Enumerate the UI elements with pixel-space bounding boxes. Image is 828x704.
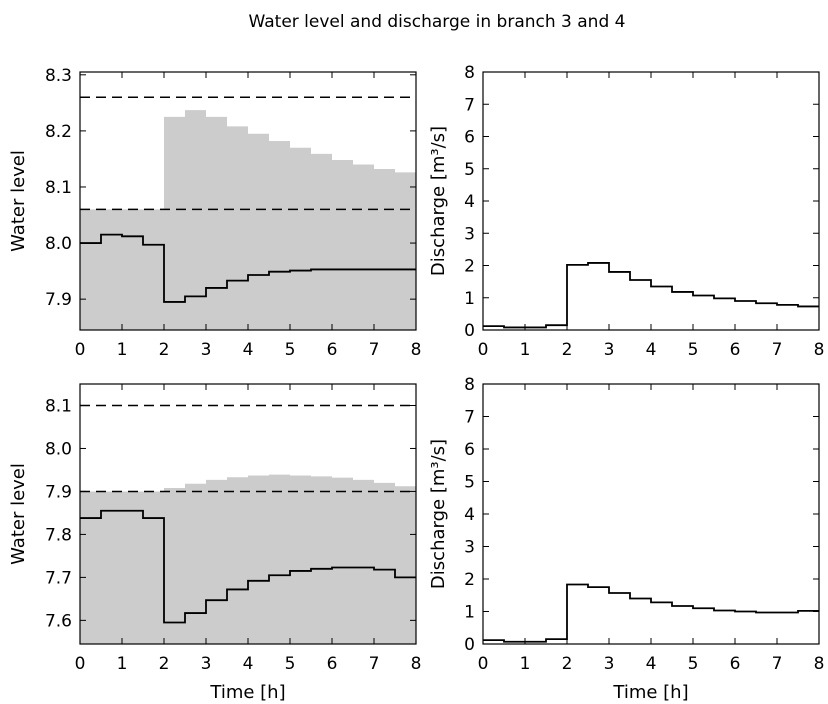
x-axis-label: Time [h]: [209, 682, 285, 703]
y-tick-label: 0: [464, 635, 475, 655]
x-tick-label: 1: [520, 654, 531, 674]
water-level-step-line: [80, 509, 416, 624]
x-tick-label: 3: [201, 654, 212, 674]
y-tick-label: 7.6: [45, 611, 72, 631]
y-axis-label: Water level: [8, 150, 29, 252]
x-tick-label: 4: [646, 654, 657, 674]
x-tick-label: 2: [159, 654, 170, 674]
panels: 0 1 2 3 4 5 6 7 8 7.9 8.0 8.1 8.2 8.3 Water level 0 1 2 3 4…: [8, 63, 824, 703]
x-tick-label: 7: [369, 654, 380, 674]
x-tick-label: 8: [411, 340, 422, 360]
y-tick-label: 8.1: [45, 178, 72, 198]
x-tick-label: 6: [327, 340, 338, 360]
y-tick-label: 8.2: [45, 122, 72, 142]
bottom-right-panel: 0 1 2 3 4 5 6 7 8 0 1 2 3 4 5 6 7 8 Discharge [m³/s] Time […: [428, 375, 824, 703]
y-tick-label: 1: [464, 289, 475, 309]
y-tick-label: 7.9: [45, 482, 72, 502]
y-tick-label: 4: [464, 192, 475, 212]
y-tick-label: 8: [464, 63, 475, 83]
x-tick-label: 8: [411, 654, 422, 674]
y-tick-label: 7: [464, 408, 475, 428]
x-tick-label: 6: [730, 340, 741, 360]
band-area: [80, 474, 416, 644]
plot-area: [483, 583, 819, 643]
discharge-step-line: [483, 583, 819, 643]
x-tick-label: 6: [327, 654, 338, 674]
plot-area: [80, 96, 416, 330]
y-tick-label: 8.3: [45, 66, 72, 86]
y-tick-label: 8.1: [45, 396, 72, 416]
x-tick-label: 7: [772, 340, 783, 360]
y-tick-label: 7: [464, 95, 475, 115]
x-tick-label: 0: [478, 340, 489, 360]
x-tick-label: 3: [201, 340, 212, 360]
x-tick-label: 3: [604, 340, 615, 360]
top-left-panel: 0 1 2 3 4 5 6 7 8 7.9 8.0 8.1 8.2 8.3 Water level: [8, 66, 421, 360]
water-level-step-line: [80, 233, 416, 303]
x-tick-label: 2: [562, 340, 573, 360]
plot-area: [483, 262, 819, 329]
bottom-left-panel: 0 1 2 3 4 5 6 7 8 7.6 7.7 7.8 7.9 8.0 8.1 Water level Ti…: [8, 383, 422, 703]
axes-frame: [482, 383, 820, 645]
y-tick-label: 0: [464, 321, 475, 341]
x-tick-label: 3: [604, 654, 615, 674]
y-axis-label: Discharge [m³/s]: [428, 439, 449, 589]
y-tick-label: 3: [464, 224, 475, 244]
y-tick-label: 1: [464, 603, 475, 623]
x-tick-label: 7: [369, 340, 380, 360]
x-tick-label: 5: [285, 654, 296, 674]
x-tick-label: 4: [646, 340, 657, 360]
y-tick-label: 2: [464, 570, 475, 590]
x-tick-label: 5: [285, 340, 296, 360]
y-tick-label: 5: [464, 160, 475, 180]
x-tick-label: 1: [117, 340, 128, 360]
band-area: [80, 110, 416, 330]
y-tick-label: 8: [464, 375, 475, 395]
plot-area: [80, 404, 416, 644]
x-tick-label: 8: [814, 654, 825, 674]
y-tick-label: 6: [464, 440, 475, 460]
y-tick-label: 2: [464, 257, 475, 277]
y-tick-label: 3: [464, 538, 475, 558]
y-tick-label: 5: [464, 473, 475, 493]
y-tick-label: 7.8: [45, 525, 72, 545]
x-tick-label: 1: [117, 654, 128, 674]
y-axis-label: Water level: [8, 463, 29, 565]
x-tick-label: 5: [688, 654, 699, 674]
y-tick-label: 7.9: [45, 290, 72, 310]
x-tick-label: 2: [562, 654, 573, 674]
y-tick-label: 4: [464, 505, 475, 525]
y-tick-label: 8.0: [45, 234, 72, 254]
x-tick-label: 7: [772, 654, 783, 674]
x-tick-label: 2: [159, 340, 170, 360]
x-tick-label: 1: [520, 340, 531, 360]
y-tick-label: 8.0: [45, 439, 72, 459]
x-tick-label: 5: [688, 340, 699, 360]
axes-frame: [482, 71, 820, 331]
x-tick-label: 6: [730, 654, 741, 674]
figure-title: Water level and discharge in branch 3 an…: [249, 12, 626, 32]
x-tick-label: 8: [814, 340, 825, 360]
y-axis-label: Discharge [m³/s]: [428, 126, 449, 276]
x-axis-label: Time [h]: [612, 682, 688, 703]
x-tick-label: 4: [243, 340, 254, 360]
x-tick-label: 4: [243, 654, 254, 674]
x-tick-label: 0: [75, 340, 86, 360]
top-right-panel: 0 1 2 3 4 5 6 7 8 0 1 2 3 4 5 6 7 8 Discharge [m³/s]: [428, 63, 824, 360]
y-tick-label: 6: [464, 128, 475, 148]
discharge-step-line: [483, 262, 819, 329]
x-tick-label: 0: [478, 654, 489, 674]
x-tick-label: 0: [75, 654, 86, 674]
y-tick-label: 7.7: [45, 568, 72, 588]
